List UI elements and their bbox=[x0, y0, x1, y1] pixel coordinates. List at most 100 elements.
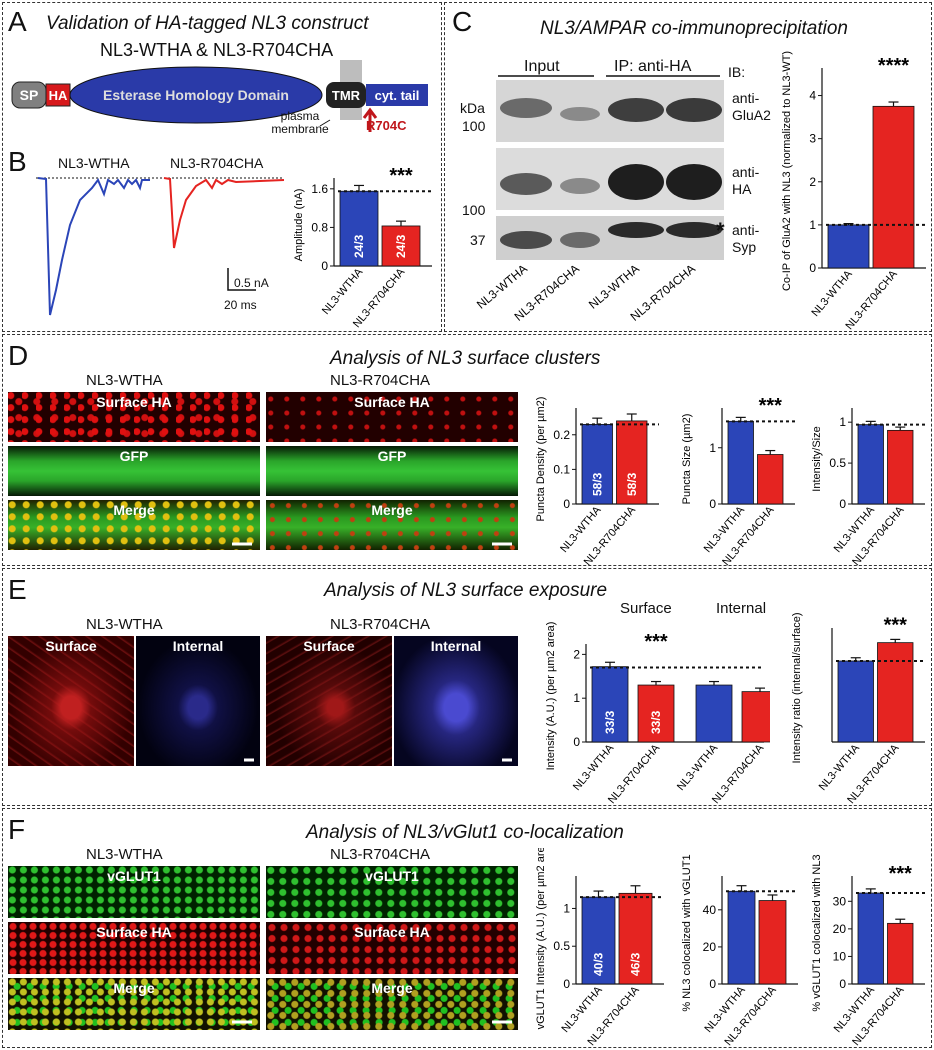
blot-label-glua2: anti-GluA2 bbox=[732, 90, 771, 123]
chart-d1: Puncta Density (per µm2) 00.10.258/3NL3-W… bbox=[535, 397, 659, 566]
significance: *** bbox=[759, 395, 783, 417]
d-wt-gfp: GFP bbox=[8, 446, 260, 496]
panel-f-title: Analysis of NL3/vGlut1 co-localization bbox=[306, 822, 624, 843]
blot-star: * bbox=[716, 218, 725, 243]
ip-label: IP: anti-HA bbox=[614, 58, 692, 75]
y-tick-label: 0 bbox=[809, 261, 816, 275]
y-tick-label: 3 bbox=[809, 132, 816, 146]
y-tick-label: 0.2 bbox=[553, 428, 570, 442]
y-tick-label: 4 bbox=[809, 89, 816, 103]
tmr-label: TMR bbox=[332, 88, 361, 103]
n-label: 33/3 bbox=[649, 710, 663, 734]
mutation-label: R704C bbox=[366, 118, 407, 133]
current-traces bbox=[36, 177, 285, 316]
d-mut-gfp: GFP bbox=[266, 446, 518, 496]
significance: *** bbox=[884, 614, 908, 636]
bar bbox=[827, 224, 870, 269]
blot-label-ha: anti-HA bbox=[732, 164, 760, 197]
bar bbox=[616, 420, 648, 505]
panel-c-title: NL3/AMPAR co-immunoprecipitation bbox=[540, 18, 848, 39]
d-mut-merge-label: Merge bbox=[371, 502, 413, 518]
y-tick-label: 0 bbox=[563, 977, 570, 991]
f-mut-merge: Merge bbox=[266, 978, 518, 1030]
n-label: 46/3 bbox=[629, 952, 643, 976]
y-tick-label: 2 bbox=[573, 647, 580, 661]
chart-d2: Puncta Size (µm2) 01NL3-WTHA***NL3-R704CH… bbox=[681, 395, 795, 566]
significance: **** bbox=[878, 55, 909, 77]
f-wt-merge-label: Merge bbox=[113, 980, 155, 996]
f-mut-merge-label: Merge bbox=[371, 980, 413, 996]
lane-group-bars bbox=[498, 75, 720, 77]
y-tick-label: 0.1 bbox=[553, 462, 570, 476]
y-axis-label: vGLUT1 Intensity (A.U.) (per µm2 area) bbox=[535, 848, 547, 1029]
chart-b: Amplitude (nA) 0 0.8 1.6 24/3 NL3-WTHA 24/3 ***… bbox=[293, 165, 432, 328]
panel-d-col-wt: NL3-WTHA bbox=[86, 372, 163, 389]
y-tick-label: 1 bbox=[709, 441, 716, 455]
f-wt-surface-label: Surface HA bbox=[96, 924, 172, 940]
x-tick-label: NL3-WTHA bbox=[675, 742, 721, 793]
n-label: 24/3 bbox=[352, 234, 366, 258]
chart-e1: Intensity (A.U.) (per µm2 area) 0 1 2 33/3 NL… bbox=[545, 622, 770, 804]
d-mut-surface-label: Surface HA bbox=[354, 394, 430, 410]
e-group-surface: Surface bbox=[620, 600, 672, 617]
input-label: Input bbox=[524, 58, 560, 75]
d-mut-gfp-label: GFP bbox=[377, 448, 407, 464]
f-mut-vglut1-label: vGLUT1 bbox=[365, 868, 419, 884]
chart-f2: % NL3 colocalized with vGLUT1 02040NL3-WT… bbox=[681, 854, 798, 1046]
y-axis-label: Intensity ratio (internal/surface) bbox=[791, 612, 803, 763]
y-axis-label: Intensity/Size bbox=[811, 426, 823, 491]
marker-37: 37 bbox=[470, 232, 486, 248]
bar bbox=[877, 642, 914, 743]
panel-f-col-wt: NL3-WTHA bbox=[86, 846, 163, 863]
chart-f1: vGLUT1 Intensity (A.U.) (per µm2 area) 0 0… bbox=[535, 848, 664, 1046]
domain-label: Esterase Homology Domain bbox=[103, 87, 289, 103]
panel-e-col-mut: NL3-R704CHA bbox=[330, 616, 431, 633]
e-wt-surface: Surface bbox=[8, 636, 134, 766]
marker-100b: 100 bbox=[462, 202, 486, 218]
d-wt-merge: Merge bbox=[8, 500, 260, 550]
panel-f-col-mut: NL3-R704CHA bbox=[330, 846, 431, 863]
y-tick-label: 0 bbox=[321, 259, 328, 273]
y-tick-label: 1 bbox=[809, 218, 816, 232]
e-wt-internal: Internal bbox=[136, 636, 260, 766]
n-label: 33/3 bbox=[603, 710, 617, 734]
bar bbox=[872, 105, 915, 269]
panel-d-col-mut: NL3-R704CHA bbox=[330, 372, 431, 389]
bar bbox=[741, 691, 770, 743]
significance: *** bbox=[389, 165, 413, 187]
bar bbox=[727, 420, 754, 505]
f-wt-vglut1-label: vGLUT1 bbox=[107, 868, 161, 884]
bar bbox=[758, 900, 787, 985]
panel-f-letter: F bbox=[8, 814, 26, 845]
tail-label: cyt. tail bbox=[375, 88, 420, 103]
bar bbox=[637, 684, 675, 743]
y-axis-label: Co-IP of GluA2 with NL3 (normalized to N… bbox=[781, 51, 793, 291]
x-tick-label: NL3-WTHA bbox=[320, 266, 366, 317]
e-mut-internal: Internal bbox=[394, 636, 518, 766]
bar bbox=[727, 890, 756, 985]
y-tick-label: 0.5 bbox=[829, 456, 846, 470]
d-mut-surface: Surface HA bbox=[266, 392, 518, 442]
panel-c bbox=[444, 2, 932, 332]
x-tick-label: NL3-WTHA bbox=[809, 268, 855, 319]
y-tick-label: 20 bbox=[703, 940, 717, 954]
y-tick-label: 0 bbox=[573, 735, 580, 749]
trace-mut-label: NL3-R704CHA bbox=[170, 155, 264, 171]
panel-b-letter: B bbox=[8, 146, 27, 177]
kda-label: kDa bbox=[460, 100, 485, 116]
x-tick-label: NL3-R704CHA bbox=[850, 984, 907, 1046]
d-wt-surface-label: Surface HA bbox=[96, 394, 172, 410]
y-tick-label: 40 bbox=[703, 903, 717, 917]
y-tick-label: 2 bbox=[809, 175, 816, 189]
f-wt-surface: Surface HA bbox=[8, 922, 260, 974]
n-label: 58/3 bbox=[625, 472, 639, 496]
y-tick-label: 0 bbox=[839, 497, 846, 511]
y-axis-label: Puncta Size (µm2) bbox=[681, 414, 693, 505]
y-tick-label: 0 bbox=[709, 977, 716, 991]
n-label: 24/3 bbox=[394, 234, 408, 258]
significance: *** bbox=[644, 631, 668, 653]
x-tick-label: NL3-R704CHA bbox=[850, 504, 907, 566]
lane-label-3: NL3-WTHA bbox=[586, 262, 642, 312]
bar bbox=[887, 922, 914, 985]
y-tick-label: 1 bbox=[573, 691, 580, 705]
